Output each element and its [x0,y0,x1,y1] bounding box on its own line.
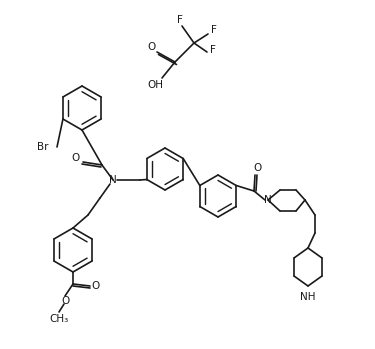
Text: CH₃: CH₃ [50,314,69,324]
Text: O: O [92,281,100,291]
Text: O: O [254,163,262,173]
Text: F: F [177,15,183,25]
Text: O: O [61,296,69,306]
Text: O: O [147,42,155,52]
Text: OH: OH [147,80,163,90]
Text: F: F [211,25,217,35]
Text: N: N [109,175,117,185]
Text: O: O [72,153,80,163]
Text: N: N [264,195,272,205]
Text: NH: NH [300,292,316,302]
Text: Br: Br [36,142,48,152]
Text: F: F [210,45,216,55]
